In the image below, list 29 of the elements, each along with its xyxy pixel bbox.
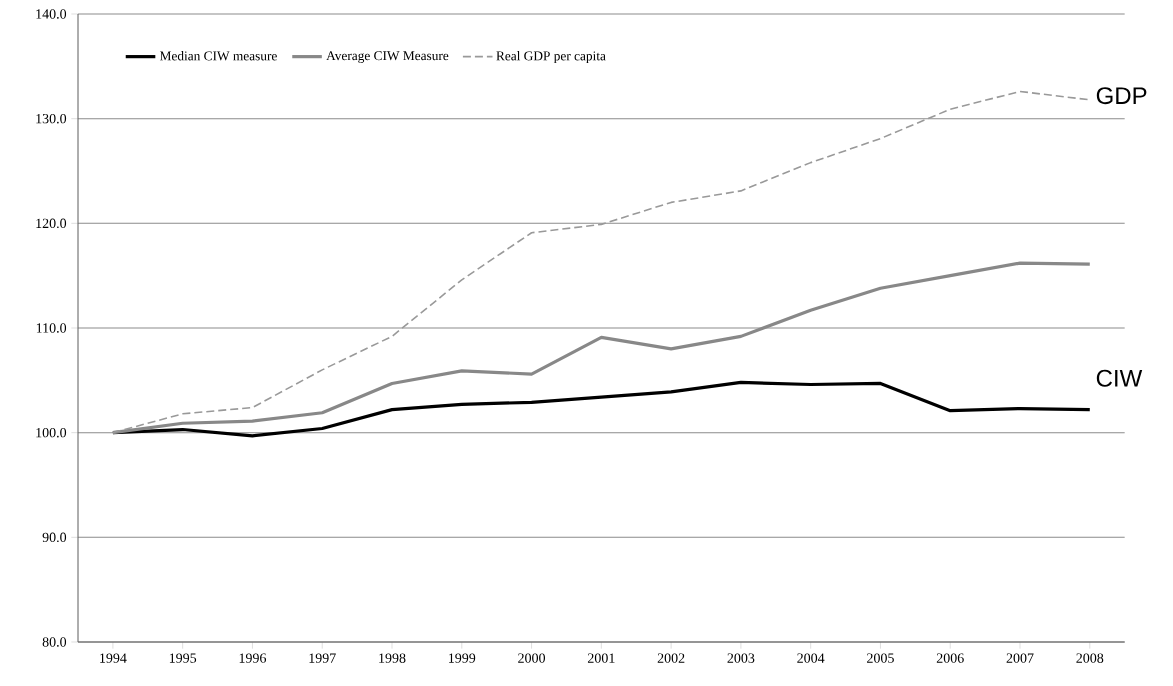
x-tick-label: 1996 xyxy=(239,653,267,663)
legend-label: Average CIW Measure xyxy=(326,51,449,63)
x-tick-label: 2005 xyxy=(867,653,894,663)
x-tick-label: 2008 xyxy=(1076,653,1104,663)
x-tick-label: 2003 xyxy=(727,653,755,663)
x-tick-label: 1999 xyxy=(449,653,476,663)
legend-label: Median CIW measure xyxy=(159,50,277,61)
x-tick-label: 2000 xyxy=(518,653,546,663)
x-tick-label: 1997 xyxy=(309,653,336,663)
y-tick-label: 100.0 xyxy=(36,427,67,438)
x-tick-label: 2006 xyxy=(936,653,964,663)
y-tick-label: 140.0 xyxy=(36,9,67,19)
x-tick-label: 2004 xyxy=(797,653,825,663)
x-tick-label: 1998 xyxy=(379,653,406,663)
legend-label: Real GDP per capita xyxy=(496,50,606,64)
y-tick-label: 110.0 xyxy=(36,323,67,333)
x-tick-label: 1995 xyxy=(169,653,197,663)
line-series xyxy=(111,261,1092,435)
x-tick-label: 2001 xyxy=(587,653,615,663)
line-series xyxy=(112,90,1091,434)
y-tick-label: 90.0 xyxy=(42,532,67,543)
x-tick-label: 1994 xyxy=(100,653,127,663)
y-tick-label: 120.0 xyxy=(36,218,67,229)
x-tick-label: 2007 xyxy=(1006,653,1034,663)
x-tick-label: 2002 xyxy=(657,653,685,663)
y-tick-label: 130.0 xyxy=(36,113,67,124)
annotation: CIW xyxy=(1096,369,1143,387)
y-tick-label: 80.0 xyxy=(42,637,67,647)
annotation: GDP xyxy=(1096,87,1147,105)
